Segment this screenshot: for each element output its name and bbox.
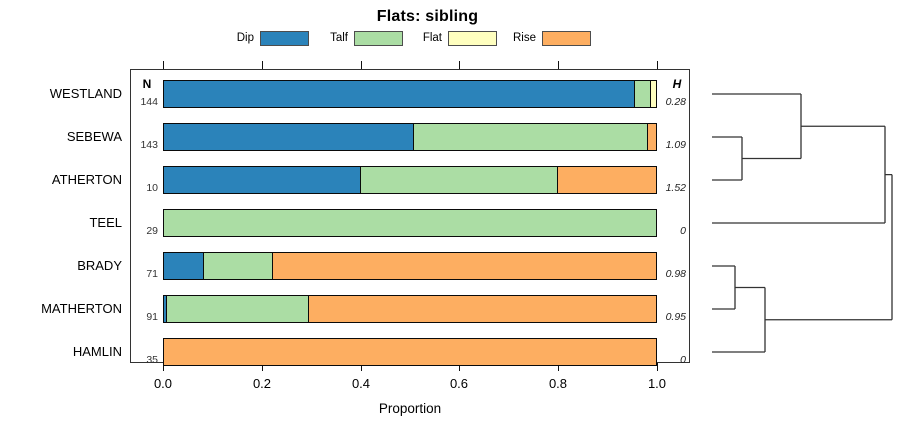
bar-segment-rise: [308, 295, 657, 323]
row-label-atherton: ATHERTON: [51, 172, 122, 187]
row-label-hamlin: HAMLIN: [72, 344, 122, 359]
x-tick-label: 0.6: [449, 376, 469, 391]
n-value: 10: [146, 182, 158, 194]
stacked-bar-brady: [163, 252, 657, 280]
dendrogram-links: [712, 93, 893, 353]
stacked-bar-hamlin: [163, 338, 657, 366]
h-value: 1.52: [665, 182, 686, 194]
n-value: 143: [140, 139, 158, 151]
x-tick-label: 0.2: [252, 376, 272, 391]
x-tick-label: 0.0: [153, 376, 173, 391]
bar-segment-talf: [167, 295, 309, 323]
legend-swatch-talf: [354, 30, 403, 46]
bar-segment-rise: [163, 338, 657, 366]
x-axis-tick-top: [262, 61, 263, 69]
n-value: 144: [140, 96, 158, 108]
n-column-header: N: [142, 77, 152, 91]
bar-segment-dip: [163, 295, 168, 323]
bar-segment-dip: [163, 166, 361, 194]
legend-label-rise: Rise: [512, 32, 536, 44]
legend-item-rise: Rise: [500, 30, 591, 46]
x-axis-tick-top: [459, 61, 460, 69]
bar-segment-talf: [203, 252, 273, 280]
x-tick-label: 0.4: [351, 376, 371, 391]
x-axis-title: Proportion: [378, 401, 442, 416]
x-axis-tick-top: [657, 61, 658, 69]
stacked-bar-sebewa: [163, 123, 657, 151]
legend-swatch-dip: [260, 30, 309, 46]
n-value: 35: [146, 354, 158, 366]
n-value: 91: [146, 311, 158, 323]
legend-label-flat: Flat: [422, 32, 442, 44]
stacked-bar-atherton: [163, 166, 657, 194]
bar-segment-rise: [558, 166, 657, 194]
bar-segment-talf: [634, 80, 652, 108]
h-value: 0: [680, 225, 686, 237]
legend-item-talf: Talf: [312, 30, 403, 46]
h-value: 0.95: [665, 311, 686, 323]
x-axis-tick-bottom: [262, 363, 263, 371]
row-label-matherton: MATHERTON: [41, 301, 122, 316]
h-value: 0: [680, 354, 686, 366]
h-value: 1.09: [665, 139, 686, 151]
h-value: 0.98: [665, 268, 686, 280]
stacked-bar-westland: [163, 80, 657, 108]
bar-segment-flat: [651, 80, 657, 108]
bar-segment-talf: [413, 123, 649, 151]
stacked-bar-matherton: [163, 295, 657, 323]
legend-swatch-rise: [542, 30, 591, 46]
row-label-teel: TEEL: [89, 215, 122, 230]
bar-segment-talf: [360, 166, 559, 194]
bar-segment-dip: [163, 252, 204, 280]
legend-swatch-flat: [448, 30, 497, 46]
bar-segment-dip: [163, 80, 635, 108]
x-tick-label: 1.0: [647, 376, 667, 391]
row-label-brady: BRADY: [77, 258, 122, 273]
h-value: 0.28: [665, 96, 686, 108]
legend-label-dip: Dip: [236, 32, 254, 44]
bar-segment-dip: [163, 123, 414, 151]
bar-segment-rise: [648, 123, 657, 151]
bar-segment-talf: [163, 209, 657, 237]
n-value: 71: [146, 268, 158, 280]
h-column-header: H: [672, 77, 682, 91]
row-label-westland: WESTLAND: [49, 86, 122, 101]
page-title: Flats: sibling: [376, 8, 479, 25]
bar-segment-rise: [272, 252, 657, 280]
legend-item-flat: Flat: [406, 30, 497, 46]
x-tick-label: 0.8: [548, 376, 568, 391]
x-axis-tick-bottom: [657, 363, 658, 371]
x-axis-tick-bottom: [361, 363, 362, 371]
x-axis-tick-bottom: [459, 363, 460, 371]
x-axis-tick-bottom: [558, 363, 559, 371]
x-axis-tick-top: [558, 61, 559, 69]
legend-item-dip: Dip: [218, 30, 309, 46]
x-axis-tick-top: [361, 61, 362, 69]
x-axis-tick-bottom: [163, 363, 164, 371]
stacked-bar-teel: [163, 209, 657, 237]
legend-label-talf: Talf: [330, 32, 348, 44]
row-label-sebewa: SEBEWA: [66, 129, 122, 144]
x-axis-tick-top: [163, 61, 164, 69]
n-value: 29: [146, 225, 158, 237]
